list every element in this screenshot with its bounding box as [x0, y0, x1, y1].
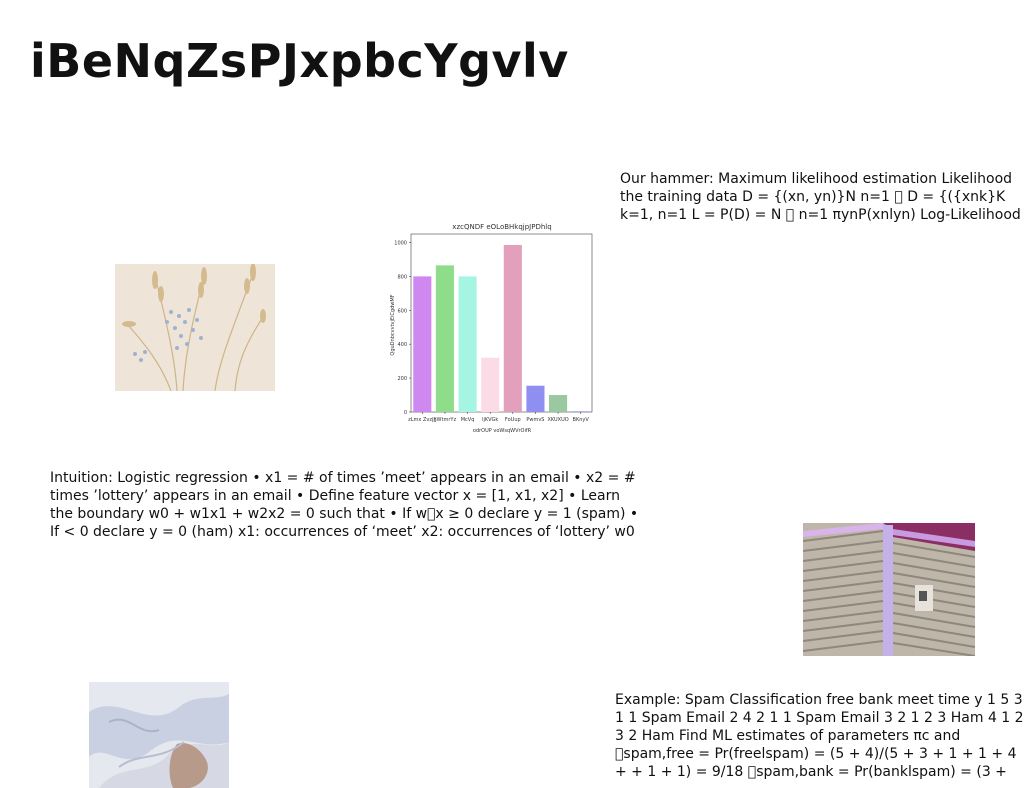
y-tick-label: 0 [404, 410, 407, 416]
x-tick-label: XKUXUO [547, 417, 568, 423]
x-tick-label: FoUup [505, 417, 521, 423]
slide-title: iBeNqZsPJxpbcYgvlv [30, 34, 569, 88]
x-tick-label: McVq [461, 417, 475, 423]
bar-chart: xzcQNDF eOLoBHkqjpJPDhlq QguDnbcvvtvjEiC… [385, 218, 598, 438]
building-corner-photo [803, 523, 975, 656]
x-tick-label: zLmx Zvzjh [408, 417, 436, 423]
draped-fabric-illustration [89, 682, 229, 788]
chart-bar [435, 265, 454, 412]
y-tick-label: 200 [397, 376, 407, 382]
y-tick-label: 800 [397, 274, 407, 280]
chart-bar [503, 245, 522, 412]
y-tick-label: 600 [397, 308, 407, 314]
chart-bars [413, 245, 590, 412]
draped-fabric-photo [89, 682, 229, 788]
chart-bar [481, 357, 500, 412]
chart-frame [410, 233, 593, 413]
chart-bar [526, 385, 545, 412]
y-tick-label: 1000 [394, 240, 407, 246]
x-tick-label: PwmvS [526, 417, 544, 423]
x-tick-label: ljKVGk [482, 417, 498, 423]
chart-axes [410, 233, 593, 413]
chart-bar [571, 411, 590, 412]
chart-xlabel: odrOUP voWsqWVrOifR [473, 428, 532, 434]
text-block-example: Example: Spam Classification free bank m… [615, 692, 1024, 783]
building-corner-illustration [803, 523, 975, 656]
dried-flowers-illustration [115, 264, 275, 391]
chart-bar [413, 276, 432, 412]
x-tick-label: jjWtmrYz [433, 417, 457, 423]
text-block-intuition: Intuition: Logistic regression • x1 = # … [50, 470, 639, 543]
y-tick-label: 400 [397, 342, 407, 348]
chart-title: xzcQNDF eOLoBHkqjpJPDhlq [452, 223, 551, 231]
dried-flowers-photo [115, 264, 275, 391]
chart-ylabel: QguDnbcvvtvjEiCgdwMF [390, 294, 396, 355]
chart-bar [458, 276, 477, 412]
bar-chart-canvas: xzcQNDF eOLoBHkqjpJPDhlq QguDnbcvvtvjEiC… [390, 223, 593, 434]
x-tick-label: BKnyV [573, 417, 590, 423]
text-block-hammer: Our hammer: Maximum likelihood estimatio… [620, 171, 1021, 226]
chart-bar [549, 395, 568, 412]
